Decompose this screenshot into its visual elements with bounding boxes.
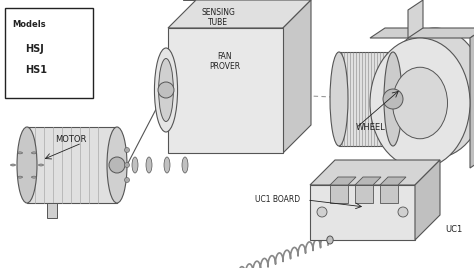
Polygon shape [168,0,311,28]
Ellipse shape [31,176,36,178]
Text: UC1: UC1 [445,225,462,234]
Ellipse shape [327,236,333,244]
Circle shape [125,147,129,152]
Ellipse shape [155,48,178,132]
Ellipse shape [18,176,22,178]
Ellipse shape [384,52,402,146]
Circle shape [317,207,327,217]
Circle shape [158,82,174,98]
Polygon shape [370,28,474,38]
Text: UC1 BOARD: UC1 BOARD [255,195,300,204]
Ellipse shape [31,152,36,154]
Ellipse shape [132,157,138,173]
Polygon shape [27,127,117,203]
Polygon shape [310,160,440,185]
Polygon shape [415,160,440,240]
Polygon shape [380,177,406,185]
Ellipse shape [159,58,173,121]
Ellipse shape [392,67,447,139]
Ellipse shape [38,164,44,166]
Ellipse shape [370,38,470,168]
Text: FAN
PROVER: FAN PROVER [210,52,241,71]
Polygon shape [355,177,381,185]
FancyBboxPatch shape [5,8,93,98]
Ellipse shape [10,164,16,166]
Ellipse shape [182,157,188,173]
Polygon shape [310,185,415,240]
Polygon shape [168,28,283,153]
Circle shape [109,157,125,173]
Circle shape [125,177,129,183]
Text: HS1: HS1 [25,65,47,75]
Ellipse shape [385,28,474,158]
Polygon shape [283,0,311,153]
Polygon shape [47,203,57,218]
Circle shape [125,162,129,168]
Ellipse shape [330,52,348,146]
Circle shape [383,89,403,109]
Text: Models: Models [12,20,46,29]
Ellipse shape [18,152,22,154]
Ellipse shape [164,157,170,173]
Polygon shape [470,28,474,168]
Ellipse shape [107,127,127,203]
Ellipse shape [146,157,152,173]
Polygon shape [339,52,393,146]
Text: WHEEL: WHEEL [356,124,386,132]
Circle shape [398,207,408,217]
Polygon shape [408,0,423,38]
Polygon shape [330,185,348,203]
Polygon shape [330,177,356,185]
Text: SENSING
TUBE: SENSING TUBE [201,8,235,27]
Polygon shape [380,185,398,203]
Text: HSJ: HSJ [25,44,44,54]
Ellipse shape [17,127,37,203]
Text: MOTOR: MOTOR [55,136,86,144]
Polygon shape [355,185,373,203]
